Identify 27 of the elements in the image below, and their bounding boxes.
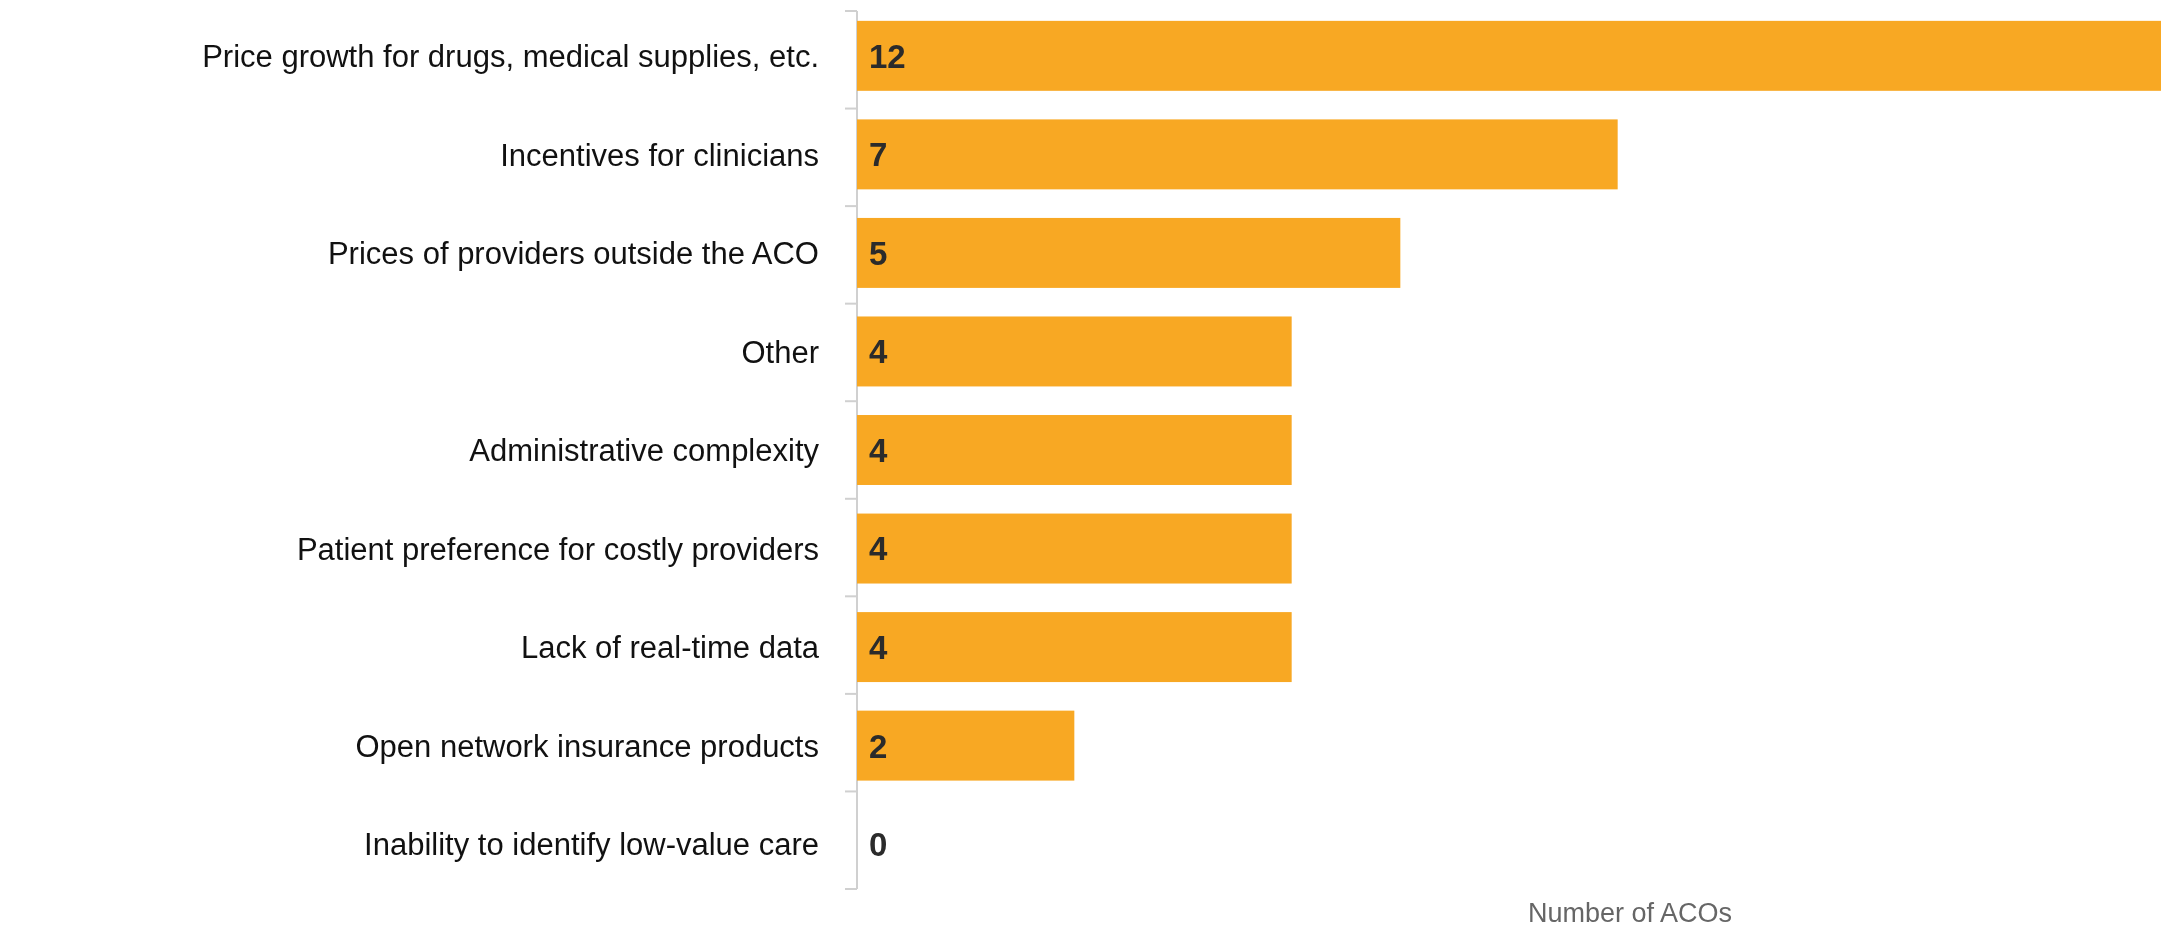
y-tick-label: Lack of real-time data: [520, 630, 820, 666]
y-tick-label: Other: [741, 334, 819, 370]
data-label: 5: [869, 234, 888, 272]
y-tick-label: Administrative complexity: [469, 433, 820, 469]
data-label: 12: [869, 37, 906, 75]
bar: [857, 316, 1292, 387]
bar: [857, 217, 1401, 288]
bar: [857, 119, 1618, 190]
data-label: 2: [869, 727, 888, 765]
y-tick-label: Open network insurance products: [355, 728, 819, 764]
data-label: 7: [869, 136, 888, 174]
bar: [857, 415, 1292, 485]
y-tick-label: Patient preference for costly providers: [296, 531, 819, 567]
y-tick-label: Price growth for drugs, medical supplies, etc.: [202, 39, 819, 74]
data-label: 4: [869, 628, 888, 666]
bar: [857, 612, 1292, 683]
data-label: 0: [869, 826, 888, 864]
y-tick-label: Incentives for clinicians: [500, 137, 819, 173]
bar: [857, 20, 2161, 91]
data-label: 4: [869, 431, 888, 469]
data-label: 4: [869, 333, 888, 371]
y-tick-label: Inability to identify low-value care: [364, 827, 819, 863]
bar: [857, 710, 1075, 781]
x-axis-title: Number of ACOs: [1527, 898, 1733, 928]
y-tick-label: Prices of providers outside the ACO: [327, 236, 819, 272]
bar: [857, 513, 1292, 584]
data-label: 4: [869, 530, 888, 568]
